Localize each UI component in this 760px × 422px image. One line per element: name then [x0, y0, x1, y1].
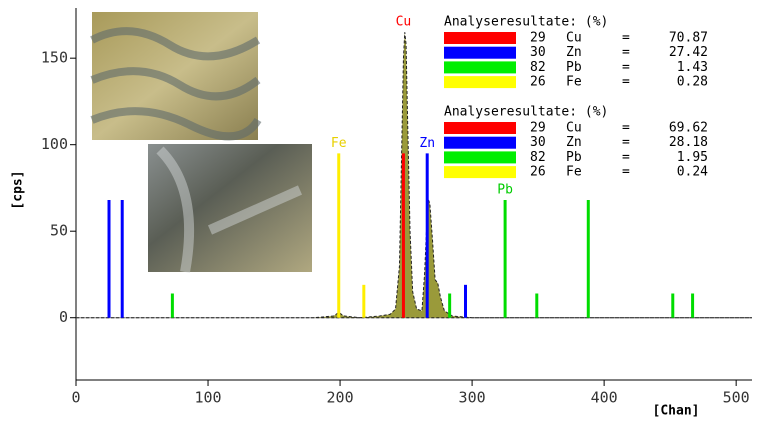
result-element: Zn — [566, 135, 582, 150]
x-tick-label: 200 — [327, 389, 354, 407]
result-swatch — [444, 166, 516, 179]
result-value: 70.87 — [669, 31, 708, 46]
result-swatch — [444, 61, 516, 74]
x-tick-label: 400 — [591, 389, 618, 407]
photo-texture — [90, 27, 262, 141]
result-eq: = — [622, 135, 630, 150]
peak-label: Cu — [396, 15, 412, 30]
result-eq: = — [622, 45, 630, 60]
peak-label: Pb — [497, 183, 513, 198]
result-swatch — [444, 46, 516, 59]
x-tick-label: 500 — [723, 389, 750, 407]
result-eq: = — [622, 121, 630, 136]
photo-texture — [156, 146, 303, 273]
result-element: Pb — [566, 150, 582, 165]
x-tick-label: 100 — [194, 389, 221, 407]
y-tick-label: 100 — [41, 135, 68, 153]
results-title: Analyseresultate: (%) — [444, 15, 608, 30]
result-swatch — [444, 151, 516, 164]
result-eq: = — [622, 75, 630, 90]
result-z: 26 — [530, 75, 546, 90]
result-z: 29 — [530, 121, 546, 136]
x-tick-label: 300 — [459, 389, 486, 407]
result-element: Cu — [566, 121, 582, 136]
result-eq: = — [622, 165, 630, 180]
x-tick-label: 0 — [71, 389, 80, 407]
result-z: 29 — [530, 31, 546, 46]
result-swatch — [444, 76, 516, 89]
result-element: Fe — [566, 75, 582, 90]
result-swatch — [444, 122, 516, 134]
result-value: 1.43 — [677, 60, 708, 75]
y-tick-label: 50 — [50, 222, 68, 240]
result-swatch — [444, 136, 516, 149]
result-element: Cu — [566, 31, 582, 46]
result-z: 30 — [530, 45, 546, 60]
result-value: 28.18 — [669, 135, 708, 150]
result-eq: = — [622, 60, 630, 75]
result-z: 82 — [530, 150, 546, 165]
result-eq: = — [622, 31, 630, 46]
result-z: 30 — [530, 135, 546, 150]
peak-label: Zn — [419, 136, 435, 151]
result-element: Pb — [566, 60, 582, 75]
result-z: 26 — [530, 165, 546, 180]
y-tick-label: 0 — [59, 308, 68, 326]
y-axis-label: [cps] — [11, 170, 26, 209]
result-value: 69.62 — [669, 121, 708, 136]
y-tick-label: 150 — [41, 49, 68, 67]
x-axis-label: [Chan] — [653, 404, 700, 419]
results-title: Analyseresultate: (%) — [444, 105, 608, 120]
result-value: 1.95 — [677, 150, 708, 165]
peak-label: Fe — [331, 136, 347, 151]
result-value: 0.24 — [677, 165, 708, 180]
result-z: 82 — [530, 60, 546, 75]
result-swatch — [444, 32, 516, 44]
result-value: 27.42 — [669, 45, 708, 60]
result-value: 0.28 — [677, 75, 708, 90]
result-eq: = — [622, 150, 630, 165]
result-element: Zn — [566, 45, 582, 60]
result-element: Fe — [566, 165, 582, 180]
